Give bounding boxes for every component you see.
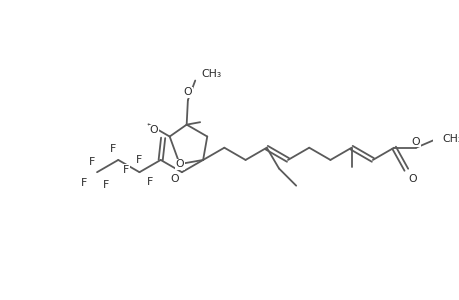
Text: O: O (407, 173, 416, 184)
Text: O: O (183, 87, 192, 97)
Text: CH₃: CH₃ (202, 69, 222, 79)
Text: F: F (81, 178, 87, 188)
Text: F: F (89, 157, 95, 166)
Text: F: F (123, 165, 129, 175)
Text: O: O (150, 125, 158, 135)
Text: O: O (411, 137, 420, 147)
Text: CH₃: CH₃ (442, 134, 459, 144)
Text: F: F (102, 180, 109, 190)
Text: F: F (110, 144, 116, 154)
Text: O: O (170, 174, 179, 184)
Text: F: F (147, 177, 153, 187)
Text: F: F (136, 155, 142, 165)
Text: O: O (175, 159, 184, 169)
